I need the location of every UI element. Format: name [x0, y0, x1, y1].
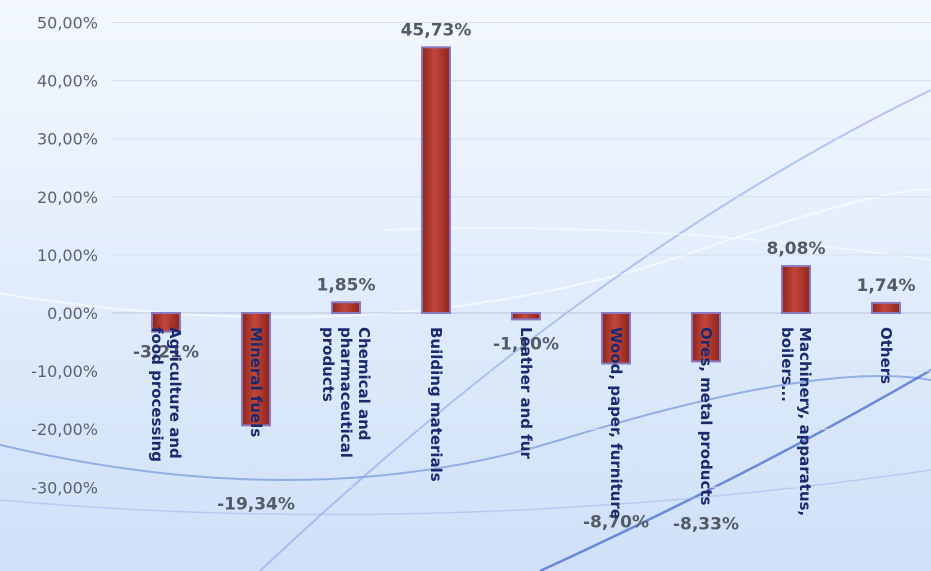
category-label-line: Agriculture and [166, 327, 184, 459]
bar [151, 312, 181, 333]
data-label: -1,10% [493, 334, 559, 354]
bar [871, 301, 901, 314]
category-label-line: pharmaceutical [337, 327, 355, 458]
y-tick-label: 50,00% [37, 14, 98, 33]
y-tick-label: 20,00% [37, 188, 98, 207]
category-label: Mineral fuels [247, 327, 265, 437]
data-label: 1,85% [317, 275, 376, 295]
category-label: Building materials [427, 327, 445, 482]
y-tick-label: 10,00% [37, 246, 98, 265]
y-tick-label: 40,00% [37, 72, 98, 91]
category-label: Machinery, apparatus,boilers... [778, 327, 814, 516]
category-label: Ores, metal products [697, 327, 715, 506]
bar [781, 265, 811, 315]
y-axis: 50,00% 40,00% 30,00% 20,00% 10,00% 0,00% -10,0… [31, 14, 98, 498]
y-tick-label: -20,00% [31, 420, 98, 439]
category-label-line: Machinery, apparatus, [796, 327, 814, 516]
category-label-line: Chemical and [355, 327, 373, 441]
category-label: Wood, paper, furniture [607, 327, 625, 519]
data-labels: -3,21% -19,34% 1,85% 45,73% -1,10% -8,70% -8,3… [133, 20, 916, 534]
data-label: -8,70% [583, 513, 649, 533]
category-label-line: Others [877, 327, 895, 384]
data-label: -19,34% [217, 494, 295, 514]
data-label: -3,21% [133, 343, 199, 363]
category-label: Others [877, 327, 895, 384]
data-label: 1,74% [857, 276, 916, 296]
bar [241, 312, 271, 427]
bar [691, 312, 721, 363]
data-label: 8,08% [767, 239, 826, 259]
background-swooshes [0, 89, 931, 571]
data-label: 45,73% [401, 20, 472, 40]
y-tick-label: -30,00% [31, 478, 98, 497]
y-tick-label: 30,00% [37, 130, 98, 149]
y-tick-label: 0,00% [47, 304, 98, 323]
category-label-line: products [319, 327, 337, 402]
category-label-line: Wood, paper, furniture [607, 327, 625, 519]
bar [601, 312, 631, 365]
data-label: -8,33% [673, 514, 739, 534]
category-label-line: Building materials [427, 327, 445, 482]
bar [331, 301, 361, 314]
category-label-line: Mineral fuels [247, 327, 265, 437]
category-label-line: boilers... [778, 327, 796, 402]
bar [511, 312, 541, 321]
category-label-line: Leather and fur [517, 327, 535, 459]
y-tick-label: -10,00% [31, 362, 98, 381]
category-label: Leather and fur [517, 327, 535, 459]
category-label-line: Ores, metal products [697, 327, 715, 506]
category-label-line: food processing [148, 327, 166, 462]
bar [421, 46, 451, 315]
bars [151, 46, 901, 427]
